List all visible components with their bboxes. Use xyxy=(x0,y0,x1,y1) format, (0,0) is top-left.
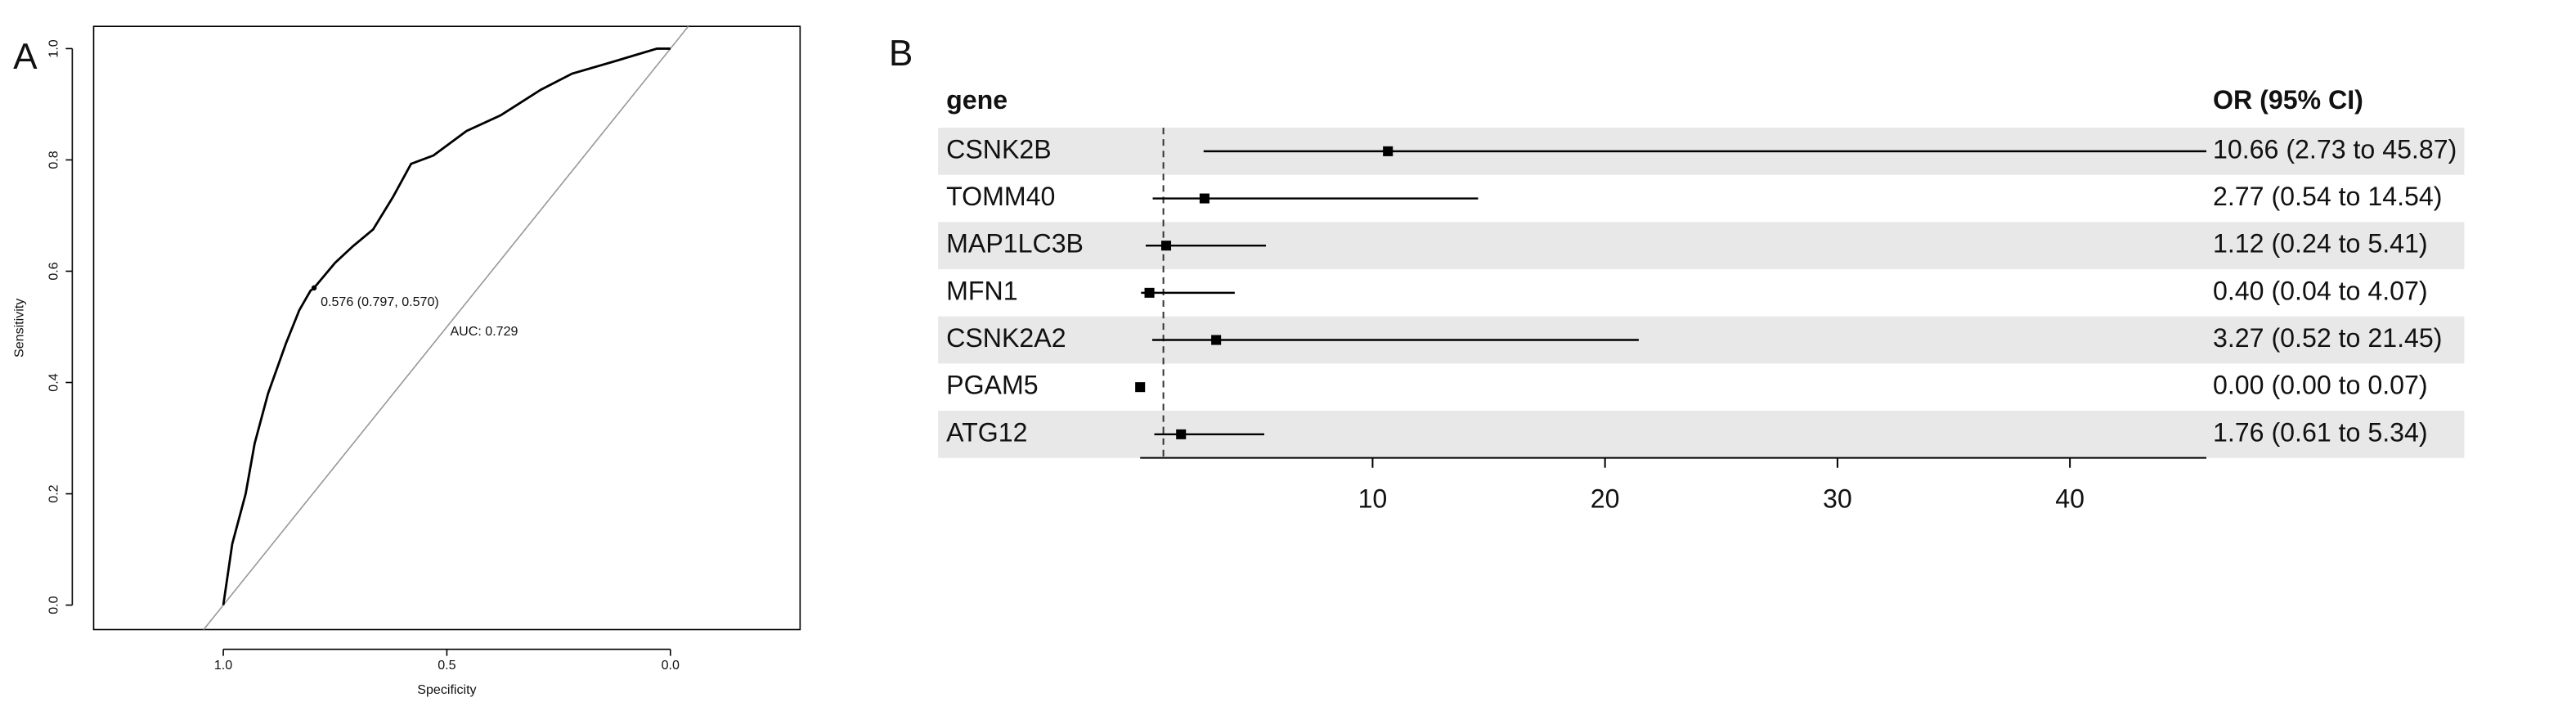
gene-label: CSNK2B xyxy=(946,134,1052,164)
threshold-label: 0.576 (0.797, 0.570) xyxy=(321,295,439,309)
gene-label: MAP1LC3B xyxy=(946,229,1084,259)
x-axis-title: Specificity xyxy=(417,682,476,697)
gene-label: ATG12 xyxy=(946,417,1027,447)
x-tick-label: 0.5 xyxy=(438,658,456,673)
or-label: 0.00 (0.00 to 0.07) xyxy=(2213,371,2428,400)
auc-label: AUC: 0.729 xyxy=(450,324,518,339)
y-axis-title: Sensitivity xyxy=(11,299,26,358)
or-point xyxy=(1383,146,1393,156)
x-tick-label: 20 xyxy=(1591,484,1620,513)
or-label: 1.12 (0.24 to 5.41) xyxy=(2213,229,2428,259)
plot-frame xyxy=(92,25,801,631)
or-point xyxy=(1211,335,1222,345)
or-label: 1.76 (0.61 to 5.34) xyxy=(2213,417,2428,447)
reference-diagonal xyxy=(203,25,689,630)
panel-label: B xyxy=(889,34,913,74)
threshold-point xyxy=(311,285,317,291)
or-label: 0.40 (0.04 to 4.07) xyxy=(2213,276,2428,305)
or-label: 2.77 (0.54 to 14.54) xyxy=(2213,182,2442,211)
or-point xyxy=(1176,429,1187,439)
roc-curve xyxy=(222,47,671,605)
y-tick-label: 0.0 xyxy=(47,596,61,614)
gene-label: TOMM40 xyxy=(946,182,1055,211)
y-tick-label: 0.4 xyxy=(47,373,61,391)
column-header: gene xyxy=(946,85,1008,115)
or-label: 3.27 (0.52 to 21.45) xyxy=(2213,323,2442,353)
x-tick-label: 40 xyxy=(2055,484,2085,513)
or-point xyxy=(1199,193,1209,204)
y-tick-label: 1.0 xyxy=(47,39,61,57)
gene-label: MFN1 xyxy=(946,276,1017,305)
gene-label: CSNK2A2 xyxy=(946,323,1066,353)
y-tick-label: 0.2 xyxy=(47,484,61,502)
gene-label: PGAM5 xyxy=(946,371,1038,400)
or-point xyxy=(1135,382,1146,393)
or-point xyxy=(1161,241,1172,251)
x-tick-label: 1.0 xyxy=(214,658,232,673)
y-tick-label: 0.8 xyxy=(47,151,61,169)
x-tick-label: 0.0 xyxy=(662,658,680,673)
x-tick-label: 10 xyxy=(1358,484,1388,513)
panel-label: A xyxy=(13,37,38,77)
or-point xyxy=(1144,287,1155,298)
x-tick-label: 30 xyxy=(1823,484,1852,513)
y-tick-label: 0.6 xyxy=(47,262,61,280)
column-header: OR (95% CI) xyxy=(2213,85,2363,115)
or-label: 10.66 (2.73 to 45.87) xyxy=(2213,134,2457,164)
